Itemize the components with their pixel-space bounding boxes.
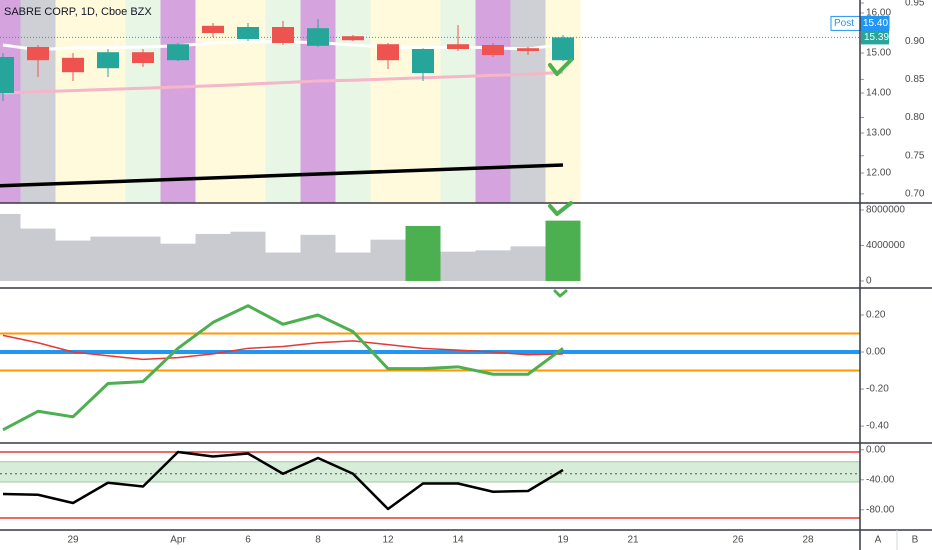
candle-body xyxy=(202,25,224,33)
volume-bar xyxy=(335,252,371,281)
session-band xyxy=(405,0,441,203)
y-tick-label: -80.00 xyxy=(866,504,895,515)
candle-body xyxy=(132,52,154,63)
volume-bar xyxy=(510,246,546,281)
y-tick-label: 0.75 xyxy=(905,150,925,161)
y-tick-label: 8000000 xyxy=(866,205,905,216)
candle-body xyxy=(517,48,539,51)
y-tick-label: 0 xyxy=(866,276,872,287)
candle-body xyxy=(0,57,14,93)
y-tick-label: 0.70 xyxy=(905,188,925,199)
volume-bar xyxy=(0,213,21,281)
volume-bar xyxy=(160,243,196,281)
session-band xyxy=(510,0,546,203)
scale-button[interactable]: B xyxy=(912,535,919,546)
candle-body xyxy=(62,57,84,73)
post-value: 15.40 xyxy=(863,18,888,29)
y-tick-label: 0.85 xyxy=(905,74,925,85)
moving-average xyxy=(2,70,564,95)
candle-body xyxy=(552,37,574,61)
check-icon xyxy=(548,201,573,216)
candle-body xyxy=(97,52,119,69)
x-tick-label: 8 xyxy=(315,535,321,546)
candle-body xyxy=(27,47,49,61)
session-band xyxy=(125,0,161,203)
x-tick-label: 28 xyxy=(802,535,814,546)
volume-bar xyxy=(20,228,56,281)
candle-body xyxy=(272,27,294,43)
candle-body xyxy=(377,44,399,61)
volume-bar xyxy=(370,239,406,281)
session-band xyxy=(0,0,21,203)
volume-bar xyxy=(55,240,91,281)
indicator-line xyxy=(2,334,564,361)
y-tick-label: 0.80 xyxy=(905,112,925,123)
x-tick-label: 12 xyxy=(382,535,394,546)
candle-body xyxy=(342,36,364,41)
post-label: Post xyxy=(834,18,854,29)
y-tick-label: -0.40 xyxy=(866,421,889,432)
volume-bar xyxy=(230,231,266,281)
y-tick-label: -40.00 xyxy=(866,474,895,485)
candle-body xyxy=(447,44,469,49)
check-marks xyxy=(548,58,573,298)
session-band xyxy=(545,0,581,203)
scale-button[interactable]: A xyxy=(875,535,882,546)
y-tick-label: 0.20 xyxy=(866,310,886,321)
candle-body xyxy=(482,45,504,55)
x-tick-label: 19 xyxy=(557,535,569,546)
session-band xyxy=(20,0,56,203)
session-band xyxy=(335,0,371,203)
x-tick-label: 21 xyxy=(627,535,639,546)
x-tick-label: 14 xyxy=(452,535,464,546)
volume-bar xyxy=(545,220,581,281)
trend-line xyxy=(0,163,564,188)
volume-bar xyxy=(195,233,231,281)
volume-bar xyxy=(405,225,441,281)
y-tick-label: -0.20 xyxy=(866,384,889,395)
candle-body xyxy=(412,49,434,73)
post-value-box xyxy=(860,16,889,31)
volume-bar xyxy=(440,251,476,281)
y-tick-label: 16.00 xyxy=(866,8,891,19)
indicator-line xyxy=(2,304,564,432)
x-tick-label: 29 xyxy=(67,535,79,546)
volume-bar xyxy=(125,236,161,281)
session-band xyxy=(90,0,126,203)
volume-bar xyxy=(265,252,301,281)
candle-body xyxy=(167,44,189,61)
y-tick-label: 0.00 xyxy=(866,347,886,358)
y-tick-label: 0.95 xyxy=(905,0,925,9)
y-tick-label: 14.00 xyxy=(866,88,891,99)
indicator-line xyxy=(2,450,564,511)
candle-body xyxy=(237,27,259,39)
session-band xyxy=(370,0,406,203)
session-band xyxy=(475,0,511,203)
close-price-label: 15.39 xyxy=(864,32,889,43)
y-tick-label: 12.00 xyxy=(866,168,891,179)
close-price-box xyxy=(861,30,889,45)
x-tick-label: Apr xyxy=(170,535,186,546)
x-tick-label: 26 xyxy=(732,535,744,546)
check-icon xyxy=(553,289,568,298)
volume-bar xyxy=(90,236,126,281)
session-band xyxy=(160,0,196,203)
session-band xyxy=(55,0,91,203)
x-tick-label: 6 xyxy=(245,535,251,546)
y-tick-label: 15.00 xyxy=(866,48,891,59)
band xyxy=(0,461,860,482)
volume-bar xyxy=(300,234,336,281)
check-icon xyxy=(548,58,573,76)
y-tick-label: 0.00 xyxy=(866,444,886,455)
y-tick-label: 0.90 xyxy=(905,36,925,47)
y-tick-label: 13.00 xyxy=(866,128,891,139)
chart-title: SABRE CORP, 1D, Cboe BZX xyxy=(4,6,152,18)
volume-bar xyxy=(475,250,511,281)
y-tick-label: 4000000 xyxy=(866,240,905,251)
